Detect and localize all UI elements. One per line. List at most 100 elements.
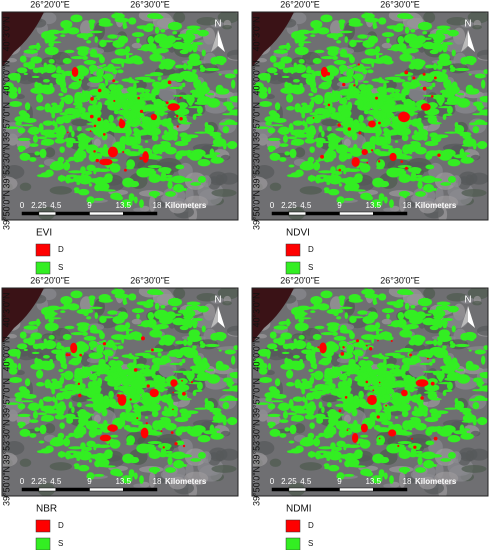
degraded-area bbox=[353, 84, 356, 87]
stable-area bbox=[368, 129, 379, 134]
stable-area bbox=[333, 335, 347, 341]
stable-area bbox=[365, 91, 373, 97]
stable-area bbox=[441, 318, 448, 325]
stable-area bbox=[182, 188, 187, 191]
stable-area bbox=[64, 57, 70, 62]
stable-area bbox=[71, 130, 75, 138]
stable-area bbox=[373, 302, 378, 305]
terrain bbox=[399, 471, 406, 489]
latitude-label: 39°53'30"N bbox=[1, 143, 11, 188]
terrain bbox=[343, 414, 351, 423]
stable-area bbox=[282, 134, 289, 143]
stable-area bbox=[167, 21, 183, 31]
stable-area bbox=[266, 343, 278, 350]
stable-area bbox=[23, 72, 28, 76]
stable-area bbox=[73, 151, 87, 160]
stable-area bbox=[454, 67, 470, 72]
stable-area bbox=[361, 334, 376, 340]
stable-area bbox=[95, 155, 102, 158]
stable-area bbox=[377, 328, 383, 332]
stable-area bbox=[19, 152, 31, 161]
scale-segment bbox=[89, 211, 124, 216]
stable-area bbox=[457, 92, 465, 96]
stable-area bbox=[267, 413, 281, 418]
degraded-area bbox=[366, 161, 369, 164]
stable-area bbox=[157, 82, 172, 88]
degraded-area bbox=[179, 96, 182, 99]
stable-area bbox=[339, 30, 353, 34]
stable-area bbox=[278, 44, 292, 49]
stable-area bbox=[30, 87, 46, 94]
stable-area bbox=[168, 349, 178, 356]
stable-area bbox=[64, 333, 70, 338]
stable-area bbox=[428, 85, 433, 90]
stable-area bbox=[338, 459, 342, 463]
stable-area bbox=[199, 68, 206, 73]
stable-area bbox=[109, 163, 121, 173]
stable-area bbox=[431, 82, 436, 88]
scale-segment bbox=[21, 487, 40, 492]
stable-area bbox=[343, 197, 355, 201]
stable-area bbox=[306, 66, 312, 73]
stable-area bbox=[386, 37, 390, 44]
stable-area bbox=[301, 73, 313, 79]
stable-area bbox=[151, 410, 159, 418]
stable-area bbox=[443, 389, 453, 392]
stable-area bbox=[305, 116, 315, 125]
degraded-area bbox=[139, 109, 144, 114]
degraded-area bbox=[97, 88, 102, 93]
stable-area bbox=[43, 62, 48, 68]
stable-area bbox=[338, 183, 342, 187]
latitude-label: 40°3'0"N bbox=[251, 292, 261, 327]
stable-area bbox=[136, 352, 151, 356]
stable-area bbox=[336, 40, 342, 44]
stable-area bbox=[282, 67, 290, 74]
stable-area bbox=[415, 453, 427, 458]
terrain bbox=[19, 458, 32, 467]
stable-area bbox=[114, 195, 124, 201]
stable-area bbox=[465, 88, 480, 95]
stable-area bbox=[104, 449, 113, 458]
stable-area bbox=[159, 316, 174, 325]
latitude-label: 40°0'0"N bbox=[1, 336, 11, 371]
stable-area bbox=[432, 370, 445, 376]
stable-area bbox=[333, 170, 343, 176]
latitude-label: 40°3'0"N bbox=[251, 16, 261, 51]
stable-area bbox=[127, 52, 133, 56]
stable-area bbox=[382, 409, 395, 412]
degraded-area bbox=[430, 381, 435, 386]
stable-area bbox=[310, 295, 323, 305]
stable-area bbox=[343, 445, 347, 451]
stable-area bbox=[30, 326, 34, 331]
stable-area bbox=[358, 99, 364, 109]
stable-area bbox=[338, 152, 347, 162]
stable-area bbox=[44, 311, 58, 316]
terrain bbox=[2, 476, 8, 483]
stable-area bbox=[350, 423, 363, 433]
stable-area bbox=[215, 88, 230, 95]
degraded-area bbox=[65, 353, 69, 357]
stable-area bbox=[98, 65, 105, 68]
stable-area bbox=[179, 70, 194, 79]
degraded-area bbox=[401, 389, 408, 397]
stable-area bbox=[423, 460, 435, 469]
stable-area bbox=[348, 65, 355, 68]
stable-area bbox=[65, 159, 71, 162]
stable-area bbox=[376, 403, 382, 412]
stable-area bbox=[363, 385, 370, 391]
stable-area bbox=[122, 368, 138, 376]
scale-label: 2.25 bbox=[31, 201, 47, 210]
stable-area bbox=[106, 63, 115, 73]
stable-area bbox=[126, 127, 132, 136]
stable-area bbox=[63, 94, 74, 105]
stable-area bbox=[108, 84, 118, 91]
stable-area bbox=[167, 393, 172, 398]
stable-area bbox=[288, 123, 294, 133]
degraded-area bbox=[99, 158, 113, 166]
stable-area bbox=[410, 28, 416, 33]
stable-area bbox=[164, 422, 177, 431]
stable-area bbox=[115, 367, 123, 373]
stable-area bbox=[313, 370, 324, 381]
stable-area bbox=[294, 322, 309, 332]
stable-area bbox=[344, 312, 349, 320]
